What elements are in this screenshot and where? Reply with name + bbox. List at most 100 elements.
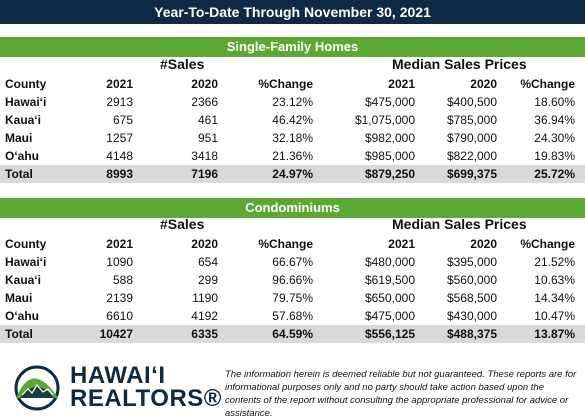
table-cell: %Change (520, 237, 575, 251)
table-header-row: County 2021 2020 %Change 2021 2020 %Change (0, 235, 585, 253)
table-cell: $560,000 (446, 273, 497, 287)
table-cell: O‘ahu (5, 309, 40, 323)
table-row: O‘ahu 4148 3418 21.36% $985,000 $822,000 19.83… (0, 147, 585, 165)
table-header-row: County 2021 2020 %Change 2021 2020 %Change (0, 75, 585, 93)
prices-heading-condominiums: Median Sales Prices (392, 216, 527, 232)
table-cell: 10427 (99, 327, 133, 341)
table-cell: 10.63% (534, 273, 575, 287)
table-cell: 8993 (106, 167, 133, 181)
table-cell: 46.42% (272, 113, 313, 127)
table-cell: 2021 (106, 237, 133, 251)
table-cell: 19.83% (534, 149, 575, 163)
table-total-row: Total 10427 6335 64.59% $556,125 $488,375 13.8… (0, 325, 585, 343)
table-cell: $822,000 (446, 149, 497, 163)
table-cell: Kaua‘i (5, 113, 42, 127)
table-cell: 2020 (470, 237, 497, 251)
table-cell: 23.12% (272, 95, 313, 109)
table-cell: Kaua‘i (5, 273, 42, 287)
table-cell: 1090 (106, 255, 133, 269)
table-cell: Maui (5, 291, 33, 305)
table-cell: $395,000 (446, 255, 497, 269)
table-cell: $699,375 (446, 167, 497, 181)
table-cell: $568,500 (446, 291, 497, 305)
table-cell: 24.30% (534, 131, 575, 145)
table-cell: 654 (197, 255, 218, 269)
section-title-condominiums: Condominiums (0, 198, 585, 218)
table-cell: County (5, 237, 47, 251)
sales-heading-single-family: #Sales (160, 56, 205, 72)
table-row: Kaua‘i 588 299 96.66% $619,500 $560,000 10.63% (0, 271, 585, 289)
table-cell: 24.97% (272, 167, 313, 181)
table-cell: 2020 (191, 77, 218, 91)
table-cell: $619,500 (364, 273, 415, 287)
table-row: Hawai‘i 1090 654 66.67% $480,000 $395,000 21.5… (0, 253, 585, 271)
table-cell: $400,500 (446, 95, 497, 109)
table-cell: 2021 (106, 77, 133, 91)
logo-line2: REALTORS® (70, 385, 222, 412)
table-cell: County (5, 77, 47, 91)
table-cell: %Change (258, 237, 313, 251)
table-row: Hawai‘i 2913 2366 23.12% $475,000 $400,500 18.… (0, 93, 585, 111)
table-cell: 6610 (106, 309, 133, 323)
table-cell: 4148 (106, 149, 133, 163)
table-cell: 57.68% (272, 309, 313, 323)
table-cell: 2913 (106, 95, 133, 109)
table-cell: 299 (197, 273, 218, 287)
table-cell: $790,000 (446, 131, 497, 145)
table-cell: 79.75% (272, 291, 313, 305)
section-title-single-family: Single-Family Homes (0, 37, 585, 57)
table-cell: Total (5, 167, 33, 181)
table-cell: $985,000 (364, 149, 415, 163)
table-cell: 13.87% (534, 327, 575, 341)
table-cell: 10.47% (534, 309, 575, 323)
table-cell: $982,000 (364, 131, 415, 145)
table-cell: 96.66% (272, 273, 313, 287)
table-cell: 64.59% (272, 327, 313, 341)
prices-heading-single-family: Median Sales Prices (392, 56, 527, 72)
table-cell: 2020 (470, 77, 497, 91)
table-cell: 21.52% (534, 255, 575, 269)
table-cell: 21.36% (272, 149, 313, 163)
table-cell: 25.72% (534, 167, 575, 181)
logo-line1: HAWAI‘I (70, 362, 166, 389)
table-cell: 14.34% (534, 291, 575, 305)
table-cell: %Change (520, 77, 575, 91)
table-cell: $488,375 (446, 327, 497, 341)
table-cell: 675 (112, 113, 133, 127)
sales-heading-condominiums: #Sales (160, 216, 205, 232)
table-cell: 6335 (191, 327, 218, 341)
report-title: Year-To-Date Through November 30, 2021 (0, 0, 585, 24)
table-cell: %Change (258, 77, 313, 91)
table-cell: 1190 (192, 291, 218, 305)
table-cell: 2021 (388, 237, 415, 251)
table-cell: $785,000 (446, 113, 497, 127)
table-cell: 1257 (106, 131, 133, 145)
table-cell: 36.94% (534, 113, 575, 127)
table-cell: $480,000 (364, 255, 415, 269)
table-cell: $475,000 (364, 95, 415, 109)
table-cell: 2139 (106, 291, 133, 305)
table-cell: 951 (197, 131, 218, 145)
disclaimer-text: The information herein is deemed reliabl… (225, 369, 577, 419)
table-cell: 66.67% (272, 255, 313, 269)
table-cell: $430,000 (446, 309, 497, 323)
table-cell: Hawai‘i (5, 95, 47, 109)
table-row: Maui 2139 1190 79.75% $650,000 $568,500 14.34% (0, 289, 585, 307)
table-cell: 2366 (191, 95, 218, 109)
table-cell: $879,250 (364, 167, 415, 181)
table-row: Kaua‘i 675 461 46.42% $1,075,000 $785,000 36.9… (0, 111, 585, 129)
table-cell: $556,125 (364, 327, 415, 341)
table-cell: 2021 (388, 77, 415, 91)
table-cell: 588 (112, 273, 133, 287)
table-cell: Total (5, 327, 33, 341)
table-cell: Maui (5, 131, 33, 145)
table-row: Maui 1257 951 32.18% $982,000 $790,000 24.30% (0, 129, 585, 147)
table-cell: $475,000 (364, 309, 415, 323)
table-cell: 7196 (191, 167, 218, 181)
table-cell: O‘ahu (5, 149, 40, 163)
table-cell: 4192 (191, 309, 218, 323)
table-cell: Hawai‘i (5, 255, 47, 269)
table-row: O‘ahu 6610 4192 57.68% $475,000 $430,000 10.47… (0, 307, 585, 325)
table-cell: 3418 (191, 149, 218, 163)
island-logo-icon (14, 365, 60, 411)
